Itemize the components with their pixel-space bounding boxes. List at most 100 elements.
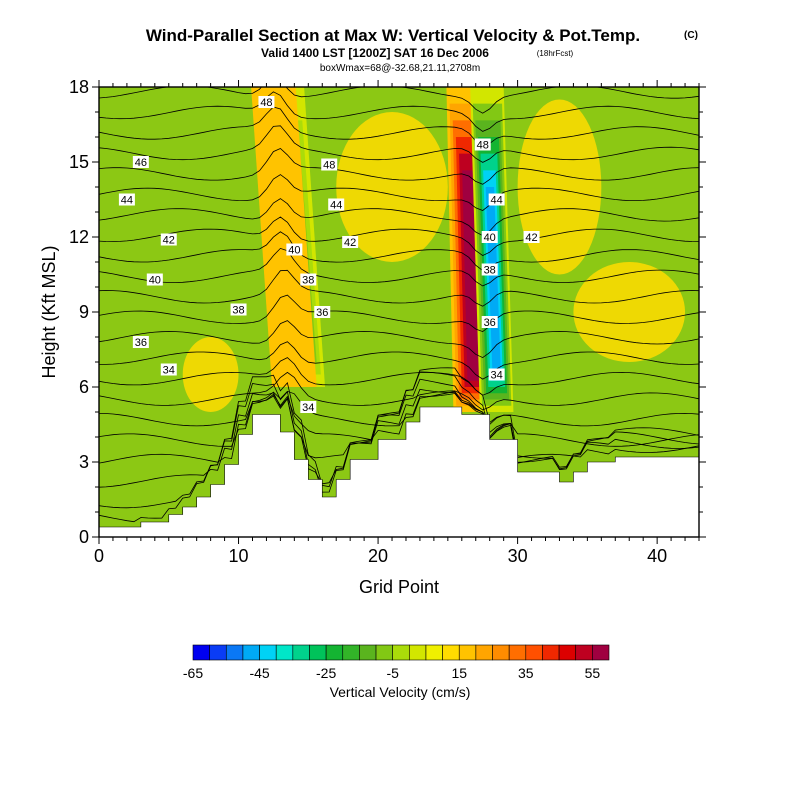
contour-label: 42 bbox=[163, 235, 175, 247]
theta-contour bbox=[99, 106, 699, 147]
theta-contour bbox=[99, 125, 699, 163]
theta-contour bbox=[99, 231, 699, 272]
velocity-band bbox=[251, 87, 317, 387]
theta-contour bbox=[99, 378, 699, 488]
theta-contour bbox=[99, 294, 699, 333]
colorbar-ticks: -65 -45 -25 -5 15 35 55 bbox=[183, 665, 600, 681]
plot-area bbox=[99, 87, 699, 537]
colorbar-swatch bbox=[458, 644, 477, 661]
x-tick-label: 30 bbox=[508, 546, 528, 566]
theta-contour bbox=[99, 247, 699, 287]
colorbar-swatch bbox=[259, 644, 277, 661]
colorbar-swatch bbox=[525, 644, 543, 661]
valid-time: Valid 1400 LST [1200Z] SAT 16 Dec 2006 bbox=[261, 46, 489, 60]
forecast-hour: (18hrFcst) bbox=[537, 49, 574, 58]
colorbar-swatch bbox=[342, 644, 360, 661]
colorbar-swatch bbox=[475, 644, 493, 661]
terrain bbox=[99, 406, 699, 537]
contour-label: 38 bbox=[484, 265, 496, 277]
contour-label-box bbox=[118, 193, 135, 206]
contour-label-box bbox=[481, 316, 498, 328]
contour-label: 44 bbox=[491, 195, 503, 207]
contour-label-box bbox=[132, 156, 149, 168]
theta-contour bbox=[99, 174, 699, 211]
colorbar-swatch bbox=[558, 644, 577, 661]
theta-contour bbox=[99, 390, 699, 427]
velocity-region bbox=[336, 112, 448, 262]
contour-label-box bbox=[230, 303, 247, 316]
theta-contour bbox=[99, 148, 699, 185]
contour-label-box bbox=[286, 243, 303, 256]
colorbar-swatch bbox=[309, 644, 327, 661]
theta-contour bbox=[99, 388, 699, 464]
theta-contour bbox=[99, 341, 699, 380]
contour-label: 36 bbox=[484, 317, 496, 329]
colorbar-tick-label: -45 bbox=[249, 665, 269, 681]
theta-contour bbox=[99, 198, 699, 237]
contour-label-box bbox=[481, 231, 498, 243]
colorbar-swatch bbox=[292, 644, 310, 661]
colorbar-swatch bbox=[359, 644, 377, 661]
contour-label: 36 bbox=[316, 307, 328, 319]
contour-label-box bbox=[160, 363, 177, 376]
colorbar-swatch bbox=[542, 644, 560, 661]
contour-label: 46 bbox=[135, 157, 147, 169]
contour-label: 42 bbox=[525, 232, 537, 244]
contour-label-box bbox=[160, 233, 177, 246]
contour-label: 44 bbox=[330, 200, 342, 212]
contour-label-box bbox=[342, 236, 359, 248]
y-tick-label: 3 bbox=[79, 452, 89, 472]
contour-label-box bbox=[258, 96, 275, 108]
contour-label: 34 bbox=[163, 365, 175, 377]
contour-label-box bbox=[523, 231, 540, 243]
colorbar-swatch bbox=[209, 644, 227, 661]
colorbar-tick-label: 15 bbox=[451, 665, 467, 681]
contour-label: 48 bbox=[260, 97, 272, 109]
contour-label-box bbox=[146, 273, 163, 286]
colorbar-swatch bbox=[592, 644, 610, 661]
velocity-region bbox=[517, 99, 602, 275]
colorbar-tick-label: 35 bbox=[518, 665, 534, 681]
colorbar-swatch bbox=[275, 644, 294, 661]
y-tick-label: 0 bbox=[79, 527, 89, 547]
contour-label-box bbox=[328, 198, 345, 211]
colorbar-swatch bbox=[325, 644, 344, 661]
contour-label-box bbox=[300, 273, 317, 286]
y-tick-label: 18 bbox=[69, 77, 89, 97]
contour-label: 34 bbox=[491, 370, 503, 382]
theta-contour bbox=[99, 371, 699, 509]
box-info: boxWmax=68@-32.68,21.11,2708m bbox=[320, 63, 480, 74]
theta-contour bbox=[99, 393, 699, 447]
x-axis: 0 10 20 30 40 bbox=[94, 80, 700, 566]
velocity-region bbox=[182, 337, 239, 412]
y-tick-label: 15 bbox=[69, 152, 89, 172]
x-axis-label: Grid Point bbox=[359, 577, 439, 597]
contour-label-box bbox=[474, 138, 491, 151]
colorbar-swatch bbox=[225, 644, 244, 661]
colorbar-swatch bbox=[575, 644, 593, 661]
y-tick-label: 6 bbox=[79, 377, 89, 397]
theta-contour bbox=[99, 91, 699, 132]
theta-contour bbox=[99, 367, 699, 523]
colorbar-swatch bbox=[375, 644, 393, 661]
contour-label: 40 bbox=[288, 245, 300, 257]
contour-label: 38 bbox=[302, 275, 314, 287]
theta-contour bbox=[99, 269, 699, 307]
contour-label-box bbox=[314, 306, 331, 318]
x-tick-label: 20 bbox=[368, 546, 388, 566]
x-tick-label: 40 bbox=[647, 546, 667, 566]
chart-title: Wind-Parallel Section at Max W: Vertical… bbox=[146, 26, 640, 45]
contour-label: 48 bbox=[477, 140, 489, 152]
x-tick-label: 10 bbox=[229, 546, 249, 566]
theta-contour bbox=[99, 371, 699, 411]
theta-contours bbox=[99, 87, 699, 523]
colorbar-swatch bbox=[242, 644, 260, 661]
colorbar-tick-label: 55 bbox=[585, 665, 601, 681]
contour-label-box bbox=[300, 401, 317, 413]
contour-labels: 48 46 44 42 40 38 36 34 48 44 42 40 38 36 34 48 44 40 42 38… bbox=[118, 96, 540, 414]
colorbar-label: Vertical Velocity (cm/s) bbox=[330, 684, 471, 700]
y-axis-label: Height (Kft MSL) bbox=[39, 245, 59, 378]
colorbar-swatch bbox=[392, 644, 410, 661]
